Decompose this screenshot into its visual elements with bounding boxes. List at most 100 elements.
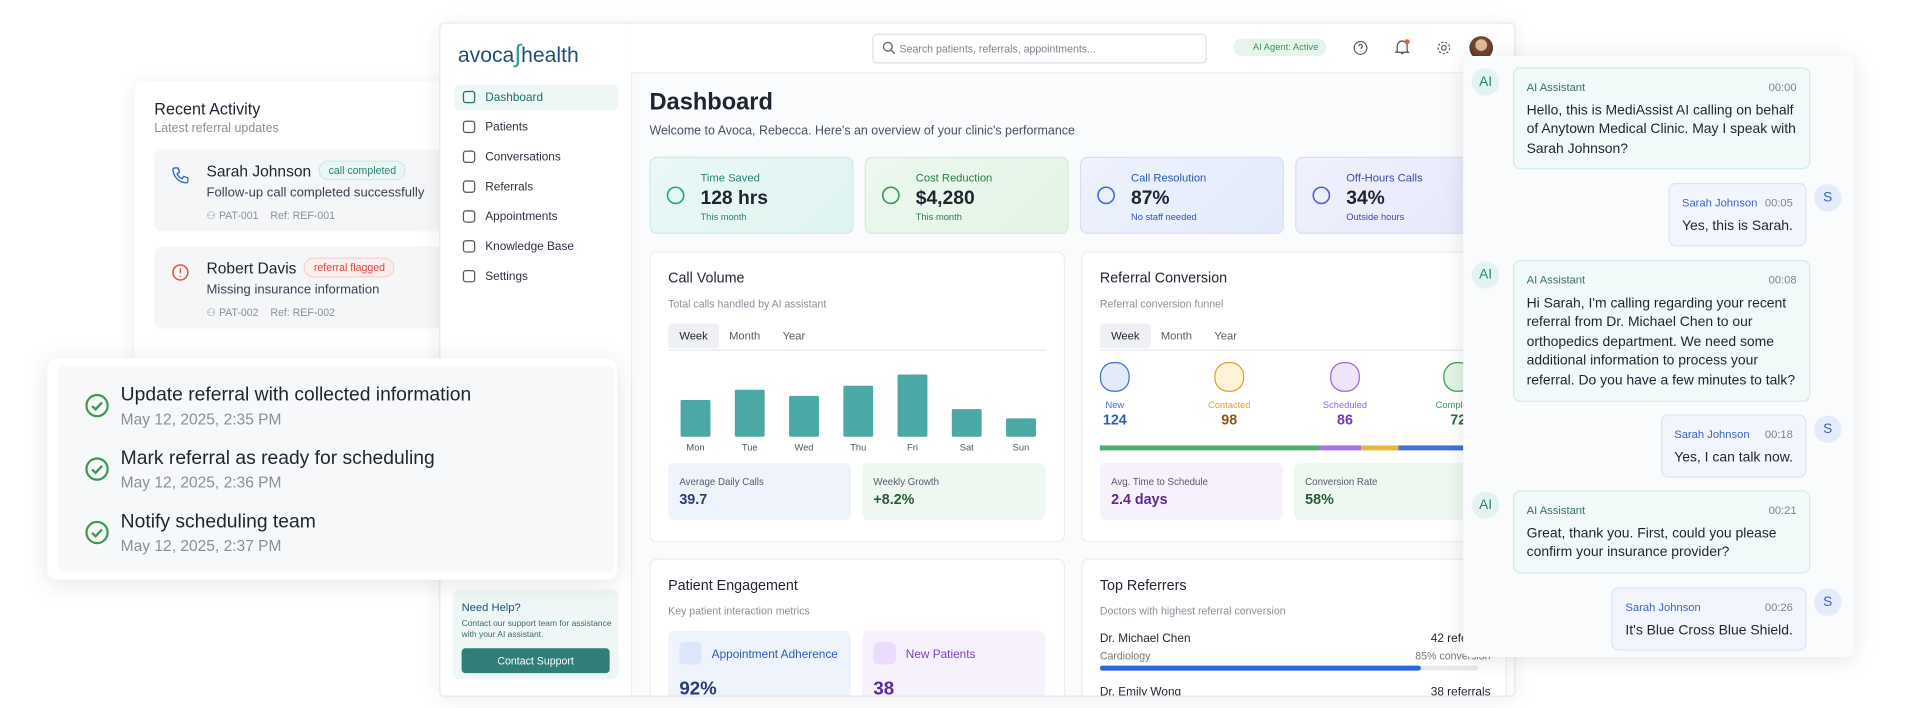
icon-shape [462, 90, 476, 104]
funnel-segment [1398, 445, 1499, 451]
nav-item[interactable]: Conversations [454, 144, 618, 170]
icon-shape [462, 150, 476, 163]
name-text: Robert Davis [206, 260, 297, 278]
bell-icon[interactable] [1394, 39, 1411, 56]
nav-item[interactable]: Appointments [454, 204, 618, 230]
bar [789, 395, 819, 437]
subtitle: Latest referral updates [154, 121, 279, 136]
chat-meta: AI Assistant 00:21 [1527, 501, 1797, 520]
nav-icon [462, 150, 476, 163]
bar [734, 389, 765, 437]
stage: New 124 [1077, 362, 1152, 428]
agent-status[interactable]: AI Agent: Active [1233, 38, 1326, 56]
icon-shape [1312, 186, 1331, 205]
stage-label: Completed [1435, 399, 1481, 411]
tab[interactable]: Week [1099, 323, 1151, 349]
nav-label: Appointments [485, 210, 558, 224]
nav-item[interactable]: Dashboard [454, 84, 619, 111]
stat-icon [1312, 186, 1331, 205]
nav-item[interactable]: Knowledge Base [454, 234, 618, 260]
nav-item[interactable]: Settings [454, 264, 618, 290]
nav-item[interactable]: Referrals [454, 174, 618, 200]
x-tick-label: Sun [1013, 442, 1030, 452]
x-tick-label: Wed [794, 442, 813, 452]
tab[interactable]: Year [1214, 329, 1237, 343]
icon [873, 642, 896, 665]
chat-bubble: AI Assistant 00:21 Great, thank you. First… [1512, 490, 1811, 574]
referrer-name: Dr. Emily Wong [1099, 685, 1182, 697]
bar [680, 400, 711, 437]
panel-title: Patient Engagement [668, 578, 798, 594]
tab[interactable]: Week [668, 323, 719, 349]
nav-icon [462, 180, 476, 193]
activity-item[interactable]: Robert Davis referral flagged Missing ins… [154, 246, 453, 329]
icon-shape [85, 393, 109, 418]
activity-item[interactable]: Sarah Johnson call completed Follow-up ca… [154, 149, 453, 232]
settings-icon[interactable] [1436, 40, 1452, 56]
stage-label: Contacted [1207, 399, 1251, 411]
x-tick-label: Thu [850, 442, 866, 452]
avatar[interactable] [1469, 36, 1494, 60]
task-title: Mark referral as ready for scheduling [120, 447, 435, 470]
value: 38 [873, 678, 895, 697]
value: 92% [679, 678, 717, 697]
engagement-card: Appointment Adherence 92% [668, 630, 852, 697]
help-title: Need Help? [461, 600, 521, 614]
stat-icon [666, 186, 685, 205]
nav-icon [462, 269, 476, 283]
task-title: Notify scheduling team [120, 511, 316, 533]
logo-mark: ∫ [514, 41, 522, 69]
metric-card: Average Daily Calls 39.7 [668, 462, 852, 521]
logo[interactable]: avoca∫health [458, 41, 579, 70]
chat-time: 00:00 [1768, 80, 1797, 94]
icon [679, 642, 702, 665]
bar [951, 409, 982, 437]
logo-left: avoca [457, 43, 515, 68]
name-text: Sarah Johnson [206, 162, 312, 181]
stage: Contacted 98 [1192, 362, 1267, 428]
nav-label: Patients [485, 120, 528, 135]
metric-value: 39.7 [679, 492, 708, 508]
dashboard-window: avoca∫health Dashboard Patients Conversati… [439, 22, 1516, 697]
stat-note: This month [700, 211, 747, 223]
nav-item[interactable]: Patients [454, 114, 618, 140]
task-list: Update referral with collected informati… [57, 365, 615, 573]
chat-speaker: Sarah Johnson [1625, 600, 1701, 614]
icon-shape [462, 269, 476, 283]
stage-label: New [1105, 399, 1125, 411]
tabs: Week Month Year [1099, 323, 1479, 351]
patient: PAT-001 [218, 209, 259, 222]
icon-shape [91, 465, 103, 475]
funnel-segment [1361, 445, 1399, 451]
referrer-specialty: Cardiology [1099, 649, 1151, 662]
stat-value: 128 hrs [700, 187, 769, 210]
help-icon[interactable] [1352, 40, 1368, 56]
metric-value: +8.2% [873, 492, 915, 508]
chat-time: 00:18 [1764, 428, 1793, 441]
tab[interactable]: Month [1160, 329, 1192, 343]
chat-speaker: Sarah Johnson [1681, 196, 1758, 210]
chat-avatar: S [1814, 184, 1842, 212]
progress-bar [1099, 665, 1422, 671]
stage-label: Scheduled [1322, 399, 1368, 411]
stage-icon [1330, 362, 1360, 392]
chat-avatar: AI [1471, 491, 1500, 519]
stage-value: 72 [1450, 413, 1467, 429]
tab[interactable]: Month [729, 329, 761, 343]
search-box[interactable]: Search patients, referrals, appointments… [872, 33, 1207, 64]
stat-value: 87% [1130, 187, 1170, 210]
x-tick-label: Mon [686, 442, 704, 452]
task-card: Update referral with collected informati… [47, 358, 618, 580]
chat-speaker: AI Assistant [1526, 503, 1586, 517]
stage-value: 124 [1102, 413, 1127, 429]
help-box: Need Help? Contact our support team for … [452, 589, 619, 680]
contact-button[interactable]: Contact Support [461, 648, 610, 674]
tab[interactable]: Year [782, 329, 806, 343]
chat-time: 00:08 [1768, 273, 1797, 287]
icon-shape [1097, 186, 1115, 205]
panel-title: Referral Conversion [1099, 271, 1228, 287]
name: Robert Davis referral flagged [206, 257, 395, 278]
agent-text: AI Agent: Active [1252, 41, 1319, 53]
page-title: Dashboard [649, 89, 773, 116]
